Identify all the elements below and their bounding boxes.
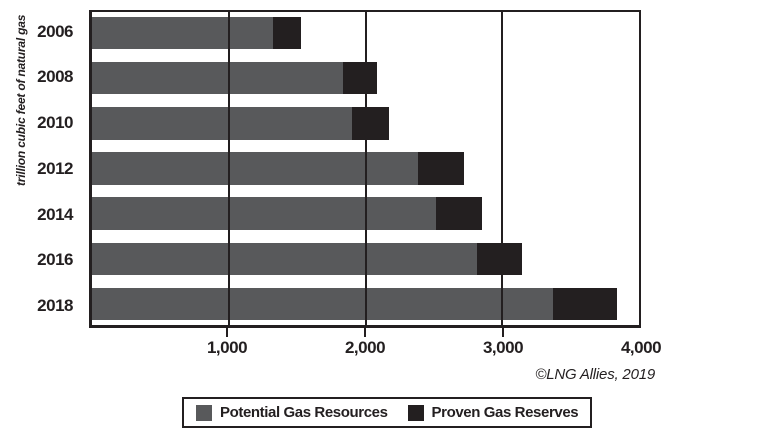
proven-bar-segment (272, 17, 302, 50)
bar-row-2014 (92, 197, 639, 230)
legend-label: Potential Gas Resources (220, 404, 388, 421)
year-label-2006: 2006 (37, 21, 73, 41)
proven-bar-segment (477, 242, 522, 275)
x-tick-mark-2000 (364, 328, 366, 337)
x-tick-label-1000: 1,000 (206, 338, 248, 357)
bar-row-2006 (92, 17, 639, 50)
x-tick-mark-1000 (226, 328, 228, 337)
potential-bar-segment (92, 242, 478, 275)
legend-item-potential-gas-resources: Potential Gas Resources (196, 404, 388, 421)
bar-row-2018 (92, 287, 639, 320)
bar-row-2008 (92, 62, 639, 95)
potential-bar-segment (92, 17, 273, 50)
potential-bar-segment (92, 152, 418, 185)
bar-row-2012 (92, 152, 639, 185)
year-label-2014: 2014 (37, 204, 73, 224)
x-tick-label-4000: 4,000 (620, 338, 662, 357)
year-label-2018: 2018 (37, 296, 73, 316)
legend-label: Proven Gas Reserves (431, 404, 579, 421)
legend-swatch-icon (196, 404, 212, 421)
plot-area (89, 10, 641, 328)
proven-bar-segment (435, 197, 483, 230)
proven-bar-segment (418, 152, 464, 185)
year-label-2016: 2016 (37, 250, 73, 270)
x-axis: 1,000 2,000 3,000 4,000 (89, 328, 662, 360)
x-tick-mark-3000 (502, 328, 504, 337)
potential-bar-segment (92, 62, 344, 95)
x-tick-label-3000: 3,000 (482, 338, 524, 357)
attribution: ©LNG Allies, 2019 (535, 366, 655, 383)
bars-container (92, 12, 639, 325)
year-label-2012: 2012 (37, 158, 73, 178)
year-label-2008: 2008 (37, 67, 73, 87)
potential-bar-segment (92, 197, 436, 230)
y-axis-labels: 2006 2008 2010 2012 2014 2016 2018 (0, 10, 80, 328)
proven-bar-segment (553, 287, 617, 320)
x-tick-label-2000: 2,000 (344, 338, 386, 357)
bar-row-2010 (92, 107, 639, 140)
year-label-2010: 2010 (37, 113, 73, 133)
proven-bar-segment (343, 62, 377, 95)
legend: Potential Gas Resources Proven Gas Reserv… (182, 397, 593, 428)
legend-swatch-icon (407, 404, 424, 421)
potential-bar-segment (92, 107, 352, 140)
legend-item-proven-gas-reserves: Proven Gas Reserves (407, 404, 579, 421)
potential-bar-segment (92, 287, 554, 320)
proven-bar-segment (351, 107, 389, 140)
bar-row-2016 (92, 242, 639, 275)
